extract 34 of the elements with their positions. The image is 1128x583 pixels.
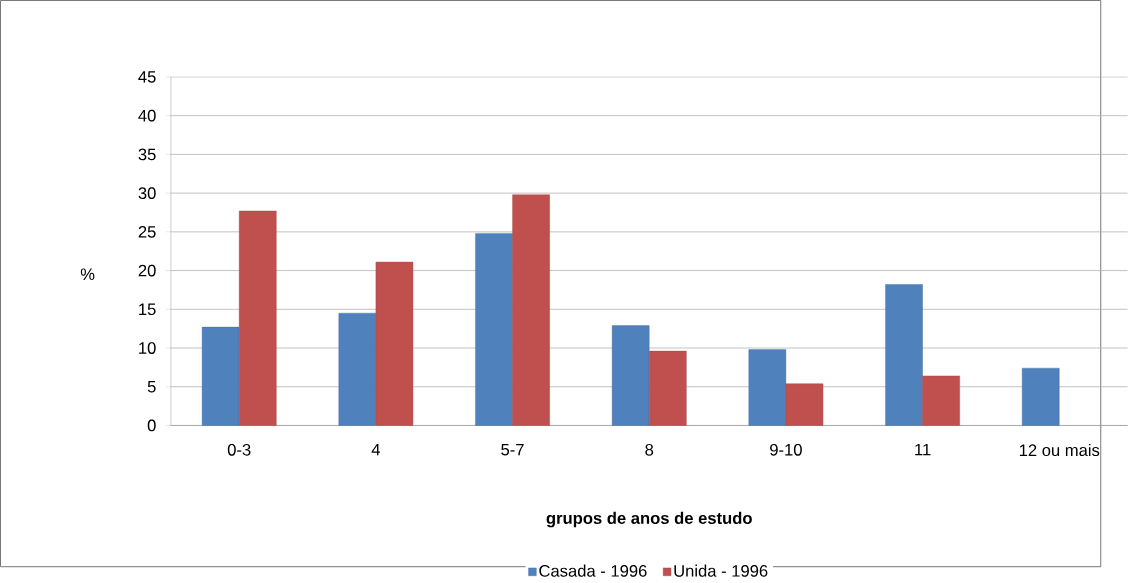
y-tick-label: 20 (138, 264, 156, 277)
x-tick-label: 4 (371, 443, 381, 456)
y-axis-title: % (80, 268, 95, 281)
x-tick-label: 9-10 (770, 443, 802, 456)
y-tick-label: 40 (138, 109, 156, 122)
bar (338, 312, 377, 426)
y-tick-label: 0 (147, 419, 156, 432)
y-tick-label: 25 (138, 225, 156, 238)
bar (748, 349, 787, 426)
x-axis-title: grupos de anos de estudo (546, 511, 752, 528)
y-tick-label: 10 (139, 342, 156, 354)
x-tick-label: 12 ou mais (1019, 443, 1100, 457)
legend-label: Unida - 1996 (674, 564, 768, 577)
bar (649, 350, 687, 426)
bar (512, 194, 550, 426)
bar (375, 261, 414, 426)
bar (201, 326, 240, 426)
x-tick-label: 0-3 (227, 443, 251, 456)
bar (239, 210, 277, 426)
y-tick-label: 30 (138, 187, 156, 200)
bar (922, 375, 960, 426)
y-tick-label: 15 (139, 303, 156, 316)
bar (1021, 367, 1060, 426)
bar (885, 284, 923, 426)
bar (611, 325, 650, 426)
x-tick-label: 5-7 (501, 443, 524, 456)
bar (475, 233, 513, 426)
x-tick-label: 11 (915, 443, 931, 456)
y-tick-label: 35 (138, 148, 156, 161)
bar (785, 383, 824, 426)
y-tick-label: 5 (147, 380, 156, 393)
x-tick-label: 8 (645, 443, 654, 456)
y-tick-label: 45 (138, 71, 156, 83)
legend-label: Casada - 1996 (539, 564, 647, 577)
